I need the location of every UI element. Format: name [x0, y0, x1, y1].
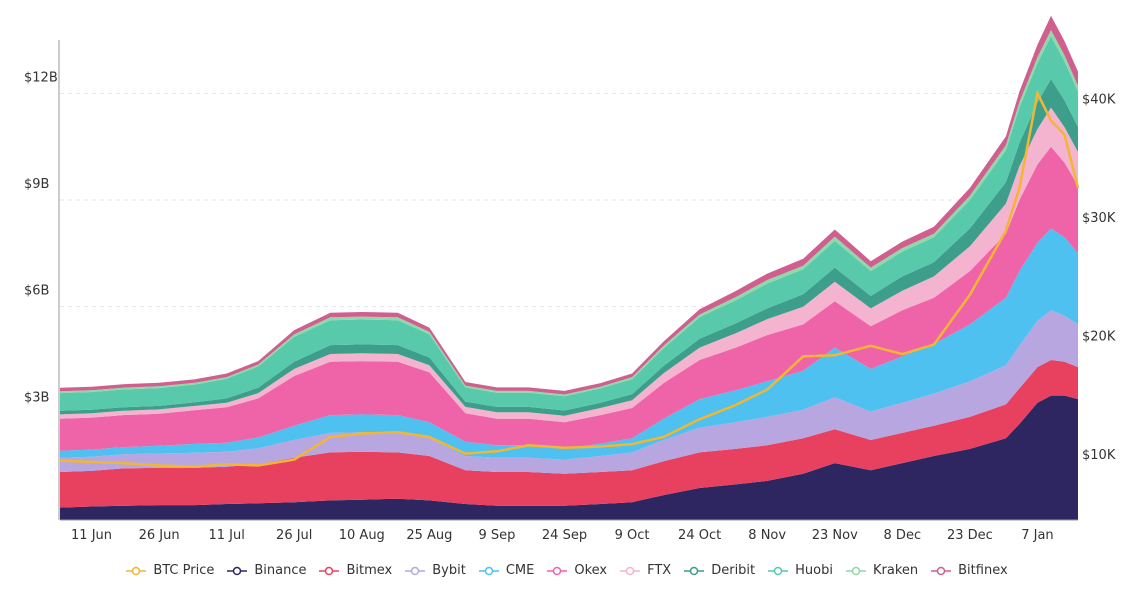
legend-item-bybit[interactable]: Bybit — [404, 563, 466, 578]
y-right-tick-label: $10K — [1082, 448, 1116, 463]
legend-item-kraken[interactable]: Kraken — [845, 563, 918, 578]
x-tick-label: 11 Jun — [71, 528, 112, 543]
legend-item-bitfinex[interactable]: Bitfinex — [930, 563, 1008, 578]
y-left-tick-label: $9B — [24, 177, 49, 192]
area-series-group — [60, 15, 1078, 520]
legend-marker-icon — [683, 565, 705, 577]
legend-marker-icon — [619, 565, 641, 577]
legend-marker-icon — [845, 565, 867, 577]
y-right-tick-label: $20K — [1082, 329, 1116, 344]
x-tick-label: 23 Nov — [812, 528, 858, 543]
btc-price-line — [59, 89, 1080, 468]
legend-marker-icon — [404, 565, 426, 577]
btc-price-line-group — [59, 89, 1080, 468]
y-left-tick-label: $12B — [24, 70, 58, 85]
x-tick-label: 24 Sep — [542, 528, 587, 543]
legend-item-huobi[interactable]: Huobi — [767, 563, 833, 578]
legend-label: CME — [505, 563, 535, 578]
y-right-tick-label: $30K — [1082, 211, 1116, 226]
legend-item-cme[interactable]: CME — [478, 563, 535, 578]
legend-label: Kraken — [873, 563, 919, 578]
x-tick-label: 9 Oct — [615, 528, 650, 543]
y-right-tick-label: $40K — [1082, 92, 1116, 107]
axes: $3B $6B $9B $12B $10K $20K $30K $40K 11 Jun 26 Ju… — [24, 40, 1116, 543]
stacked-area-chart: $3B $6B $9B $12B $10K $20K $30K $40K 11 Jun 26 Ju… — [24, 15, 1116, 543]
legend-label: BTC Price — [153, 563, 215, 578]
x-tick-label: 23 Dec — [947, 528, 993, 543]
legend-label: Bybit — [432, 563, 466, 578]
x-tick-label: 25 Aug — [406, 528, 452, 543]
legend-label: Deribit — [711, 563, 756, 578]
x-tick-label: 11 Jul — [208, 528, 244, 543]
legend-marker-icon — [478, 565, 500, 577]
legend-label: FTX — [647, 563, 672, 578]
legend-item-btc-price[interactable]: BTC Price — [125, 563, 214, 578]
area-bitmex — [60, 360, 1078, 508]
legend-item-ftx[interactable]: FTX — [619, 563, 671, 578]
legend-item-deribit[interactable]: Deribit — [683, 563, 755, 578]
area-okex — [60, 146, 1078, 451]
x-tick-label: 26 Jun — [139, 528, 180, 543]
legend-item-bitmex[interactable]: Bitmex — [318, 563, 392, 578]
x-tick-label: 10 Aug — [339, 528, 385, 543]
legend-item-okex[interactable]: Okex — [546, 563, 607, 578]
legend-label: Okex — [574, 563, 608, 578]
x-tick-label: 7 Jan — [1021, 528, 1053, 543]
x-tick-label: 8 Dec — [884, 528, 922, 543]
legend-marker-icon — [930, 565, 952, 577]
area-bybit — [60, 310, 1078, 474]
legend-marker-icon — [226, 565, 248, 577]
x-tick-label: 24 Oct — [678, 528, 721, 543]
legend-label: Bitfinex — [958, 563, 1008, 578]
x-tick-label: 8 Nov — [748, 528, 786, 543]
legend-label: Bitmex — [346, 563, 393, 578]
legend-marker-icon — [546, 565, 568, 577]
x-tick-label: 26 Jul — [276, 528, 312, 543]
legend-label: Huobi — [795, 563, 833, 578]
legend-marker-icon — [767, 565, 789, 577]
y-left-tick-label: $3B — [24, 390, 49, 405]
legend-item-binance[interactable]: Binance — [226, 563, 306, 578]
area-binance — [60, 395, 1078, 520]
y-left-tick-label: $6B — [24, 284, 49, 299]
legend-marker-icon — [318, 565, 340, 577]
x-tick-label: 9 Sep — [478, 528, 515, 543]
chart-legend: BTC Price Binance Bitmex Bybit CME Okex FTX Der… — [0, 563, 1133, 578]
legend-label: Binance — [254, 563, 307, 578]
legend-marker-icon — [125, 565, 147, 577]
